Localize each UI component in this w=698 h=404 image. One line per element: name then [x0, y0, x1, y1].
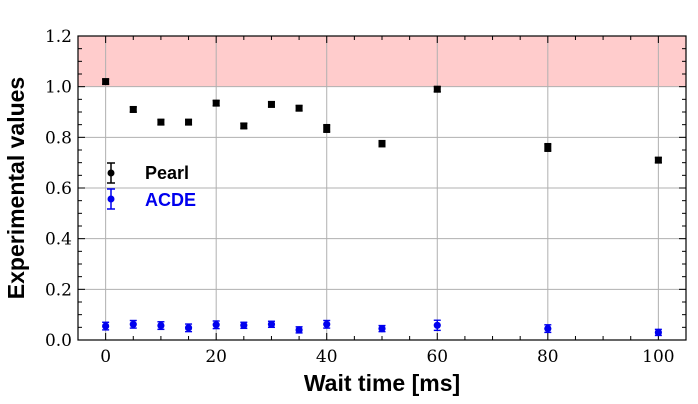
- x-tick-label: 100: [642, 347, 674, 367]
- pearl-marker: [544, 143, 552, 151]
- x-tick-label: 0: [100, 347, 111, 367]
- legend-marker-pearl: [107, 162, 115, 184]
- acde-data-point: [654, 328, 662, 337]
- pearl-data-point: [378, 139, 386, 148]
- pearl-data-point: [212, 99, 220, 107]
- acde-data-point: [378, 324, 386, 333]
- x-tick-label: 20: [205, 347, 227, 367]
- legend-marker-acde: [107, 188, 115, 210]
- y-tick-label: 1.0: [45, 78, 72, 98]
- pearl-marker: [129, 105, 137, 113]
- x-tick-label: 40: [316, 347, 338, 367]
- pearl-data-point: [433, 85, 441, 93]
- acde-marker: [654, 328, 662, 336]
- y-tick-label: 0.0: [45, 331, 72, 351]
- data-points: [102, 78, 662, 337]
- acde-data-point: [267, 320, 276, 329]
- acde-marker: [267, 320, 276, 328]
- pearl-marker: [654, 156, 662, 164]
- acde-marker: [323, 320, 331, 328]
- pearl-marker: [267, 100, 275, 108]
- acde-data-point: [295, 326, 303, 334]
- acde-marker: [212, 321, 220, 329]
- pearl-data-point: [185, 118, 193, 126]
- pearl-data-point: [323, 123, 331, 133]
- acde-data-point: [323, 319, 331, 329]
- pearl-data-point: [102, 78, 110, 86]
- pearl-marker: [378, 140, 386, 148]
- pearl-data-point: [129, 105, 137, 113]
- acde-data-point: [157, 321, 165, 331]
- legend-label-acde: ACDE: [145, 190, 196, 210]
- x-tick-label: 60: [426, 347, 448, 367]
- pearl-marker: [157, 118, 165, 126]
- acde-marker: [433, 321, 441, 329]
- pearl-marker: [433, 85, 441, 93]
- acde-data-point: [102, 321, 110, 331]
- y-tick-label: 0.2: [45, 280, 72, 300]
- x-axis-label: Wait time [ms]: [304, 370, 460, 396]
- pearl-marker: [102, 78, 110, 86]
- acde-marker: [295, 326, 303, 334]
- acde-data-point: [129, 319, 137, 329]
- pearl-data-point: [240, 122, 248, 130]
- pearl-marker: [323, 124, 331, 132]
- pearl-marker: [212, 99, 220, 107]
- acde-data-point: [433, 319, 441, 332]
- pearl-data-point: [157, 118, 165, 126]
- x-tick-label: 80: [537, 347, 559, 367]
- y-tick-label: 1.2: [45, 27, 72, 47]
- y-tick-label: 0.6: [45, 179, 72, 199]
- pearl-marker: [185, 118, 193, 126]
- pearl-marker: [295, 104, 303, 112]
- y-tick-labels: 0.0 0.2 0.4 0.6 0.8 1.0 1.2: [45, 27, 72, 351]
- acde-marker: [157, 321, 165, 330]
- pearl-marker: [240, 122, 248, 130]
- grid: [78, 36, 686, 340]
- acde-marker: [378, 325, 386, 333]
- legend: Pearl ACDE: [107, 162, 196, 210]
- x-tick-labels: 0 20 40 60 80 100: [100, 347, 674, 367]
- acde-marker: [240, 321, 248, 329]
- acde-marker: [184, 324, 193, 332]
- plot-frame: [77, 35, 687, 341]
- shaded-region: [78, 36, 686, 87]
- acde-marker: [102, 322, 110, 330]
- pearl-data-point: [654, 156, 662, 164]
- pearl-data-point: [295, 104, 303, 112]
- pearl-data-point: [267, 100, 275, 108]
- acde-marker: [544, 325, 552, 333]
- y-axis-label: Experimental values: [3, 77, 29, 299]
- axis-ticks: [77, 35, 687, 341]
- pearl-data-point: [544, 142, 552, 152]
- y-tick-label: 0.8: [45, 128, 72, 148]
- y-tick-label: 0.4: [45, 230, 72, 250]
- acde-data-point: [544, 324, 552, 334]
- acde-data-point: [184, 323, 193, 333]
- acde-data-point: [212, 320, 220, 330]
- legend-label-pearl: Pearl: [145, 163, 189, 183]
- acde-data-point: [240, 321, 248, 330]
- acde-marker: [129, 320, 137, 328]
